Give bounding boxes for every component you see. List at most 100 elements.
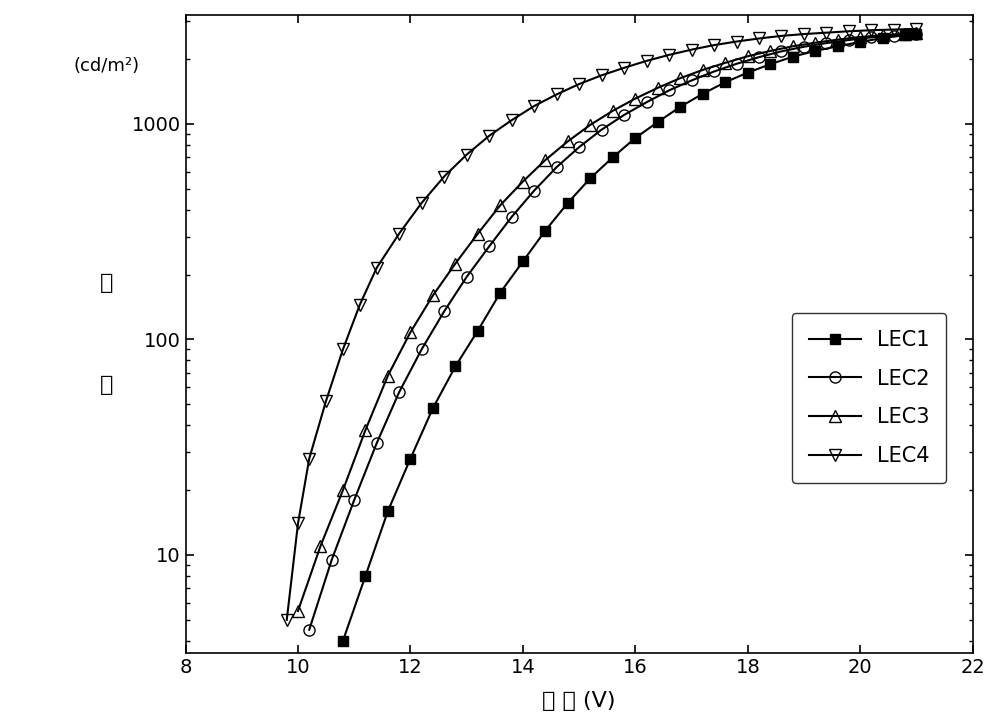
LEC2 bbox=[326, 555, 338, 564]
LEC2 bbox=[888, 31, 900, 40]
LEC4 bbox=[775, 31, 787, 40]
LEC2 bbox=[596, 126, 608, 134]
LEC4 bbox=[731, 37, 743, 46]
LEC3 bbox=[629, 94, 641, 103]
Legend: LEC1, LEC2, LEC3, LEC4: LEC1, LEC2, LEC3, LEC4 bbox=[792, 313, 946, 483]
Text: 度: 度 bbox=[100, 273, 114, 293]
LEC3 bbox=[292, 607, 304, 616]
LEC1 bbox=[899, 30, 911, 39]
LEC3 bbox=[382, 371, 394, 380]
LEC1 bbox=[674, 102, 686, 111]
LEC3 bbox=[910, 28, 922, 37]
LEC4 bbox=[416, 198, 428, 207]
LEC4 bbox=[354, 301, 366, 309]
LEC2 bbox=[393, 388, 405, 396]
LEC2 bbox=[506, 213, 518, 221]
LEC2 bbox=[775, 47, 787, 56]
LEC4 bbox=[528, 102, 540, 110]
LEC1 bbox=[742, 68, 754, 77]
LEC3 bbox=[674, 74, 686, 83]
LEC3 bbox=[764, 46, 776, 55]
LEC3 bbox=[607, 107, 619, 115]
LEC4 bbox=[281, 616, 293, 624]
LEC3 bbox=[899, 29, 911, 38]
LEC2 bbox=[303, 625, 315, 634]
LEC2 bbox=[843, 36, 855, 44]
LEC1 bbox=[809, 46, 821, 55]
LEC4 bbox=[888, 25, 900, 34]
LEC4 bbox=[686, 45, 698, 54]
LEC3 bbox=[449, 259, 461, 268]
LEC4 bbox=[551, 90, 563, 99]
LEC1 bbox=[877, 33, 889, 42]
Text: (cd/m²): (cd/m²) bbox=[74, 57, 140, 75]
Line: LEC4: LEC4 bbox=[281, 23, 922, 625]
LEC3 bbox=[562, 137, 574, 146]
LEC2 bbox=[663, 86, 675, 95]
LEC1 bbox=[629, 134, 641, 142]
LEC1 bbox=[910, 29, 922, 38]
LEC3 bbox=[359, 425, 371, 434]
LEC4 bbox=[292, 519, 304, 528]
LEC1 bbox=[472, 326, 484, 335]
LEC2 bbox=[438, 307, 450, 316]
LEC1 bbox=[607, 153, 619, 162]
LEC1 bbox=[449, 362, 461, 371]
LEC3 bbox=[584, 121, 596, 129]
LEC4 bbox=[320, 396, 332, 405]
LEC4 bbox=[438, 172, 450, 181]
LEC2 bbox=[371, 439, 383, 447]
LEC3 bbox=[517, 177, 529, 186]
LEC3 bbox=[719, 59, 731, 68]
LEC3 bbox=[404, 328, 416, 337]
LEC2 bbox=[528, 187, 540, 195]
LEC1 bbox=[337, 637, 349, 645]
LEC1 bbox=[539, 227, 551, 235]
LEC3 bbox=[854, 33, 866, 41]
LEC2 bbox=[686, 76, 698, 85]
LEC2 bbox=[820, 38, 832, 47]
LEC1 bbox=[562, 198, 574, 207]
LEC3 bbox=[832, 36, 844, 44]
LEC3 bbox=[427, 291, 439, 300]
LEC2 bbox=[573, 143, 585, 152]
LEC4 bbox=[865, 26, 877, 35]
LEC4 bbox=[573, 80, 585, 89]
LEC1 bbox=[494, 288, 506, 297]
LEC3 bbox=[877, 30, 889, 39]
LEC2 bbox=[910, 30, 922, 38]
LEC1 bbox=[359, 571, 371, 580]
Line: LEC1: LEC1 bbox=[338, 29, 921, 645]
LEC1 bbox=[427, 404, 439, 412]
LEC2 bbox=[641, 98, 653, 107]
LEC1 bbox=[697, 89, 709, 98]
LEC1 bbox=[719, 78, 731, 86]
LEC2 bbox=[798, 42, 810, 51]
LEC3 bbox=[652, 83, 664, 92]
LEC2 bbox=[731, 60, 743, 68]
LEC4 bbox=[663, 51, 675, 60]
LEC1 bbox=[854, 38, 866, 46]
Line: LEC3: LEC3 bbox=[292, 27, 922, 616]
LEC4 bbox=[820, 28, 832, 37]
LEC4 bbox=[596, 71, 608, 80]
LEC3 bbox=[314, 542, 326, 550]
LEC4 bbox=[371, 264, 383, 272]
LEC1 bbox=[652, 118, 664, 126]
LEC3 bbox=[809, 38, 821, 47]
LEC2 bbox=[708, 67, 720, 76]
LEC4 bbox=[303, 454, 315, 463]
LEC4 bbox=[337, 345, 349, 354]
LEC1 bbox=[787, 52, 799, 61]
LEC4 bbox=[753, 34, 765, 43]
LEC4 bbox=[393, 229, 405, 238]
LEC2 bbox=[483, 242, 495, 250]
LEC4 bbox=[708, 41, 720, 49]
LEC3 bbox=[337, 486, 349, 494]
LEC2 bbox=[618, 110, 630, 119]
LEC4 bbox=[461, 150, 473, 159]
LEC2 bbox=[865, 33, 877, 41]
LEC4 bbox=[506, 116, 518, 125]
LEC2 bbox=[416, 345, 428, 354]
LEC3 bbox=[494, 200, 506, 209]
